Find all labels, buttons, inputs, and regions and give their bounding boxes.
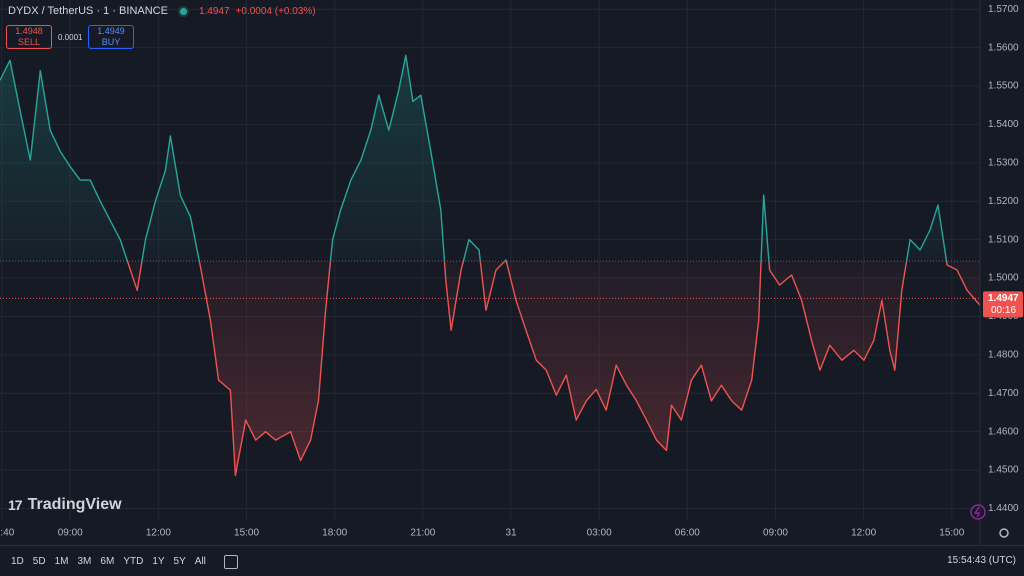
x-tick-label: 21:00 (410, 528, 435, 539)
range-button[interactable]: 5Y (173, 556, 186, 567)
axes: 1.5700 1.5600 1.5500 1.5400 1.5300 1.5200 1.51… (0, 4, 1023, 539)
y-tick-label: 1.5000 (988, 273, 1019, 284)
buy-button[interactable]: 1.4949 BUY (88, 25, 134, 49)
y-tick-label: 1.5400 (988, 119, 1019, 130)
x-tick-label: 09:00 (58, 528, 83, 539)
watermark-text: TradingView (27, 496, 122, 513)
sell-price: 1.4948 (15, 26, 43, 36)
sell-label: SELL (17, 37, 41, 47)
clock: 15:54:43 (UTC) (947, 555, 1016, 566)
spread: 0.0001 (58, 32, 83, 42)
logo-mark: 17 (8, 497, 23, 513)
range-button[interactable]: 3M (77, 556, 92, 567)
symbol-header: DYDX / TetherUS · 1 · BINANCE 1.4947 +0.… (8, 5, 316, 17)
range-button[interactable]: YTD (123, 556, 144, 567)
y-tick-label: 1.4500 (988, 465, 1019, 476)
date-picker[interactable] (223, 554, 238, 569)
last-price-box (983, 291, 1023, 318)
lightning-glyph (973, 506, 980, 518)
plot (0, 54, 981, 477)
settings-icon[interactable] (999, 528, 1009, 538)
range-button[interactable]: 5D (32, 556, 46, 567)
x-tick-label: 18:00 (322, 528, 347, 539)
watermark: 17 TradingView (8, 496, 122, 514)
trade-panel: 1.4948 SELL 0.0001 1.4949 BUY (6, 25, 134, 49)
y-tick-label: 1.5100 (988, 234, 1019, 245)
x-tick-label: 03:00 (587, 528, 612, 539)
y-tick-label: 1.4600 (988, 426, 1019, 437)
x-tick-label: 06:40 (0, 528, 15, 539)
bottom-toolbar: 1D 5D 1M 3M 6M YTD 1Y 5Y All 15:54:43 (UTC) (0, 545, 1024, 576)
range-button[interactable]: 1D (11, 556, 24, 567)
price-line (0, 54, 981, 477)
x-tick-label: 09:00 (763, 528, 788, 539)
chart: 1.5700 1.5600 1.5500 1.5400 1.5300 1.5200 1.51… (0, 0, 1024, 545)
market-status (177, 5, 189, 17)
buy-label: BUY (101, 37, 121, 47)
sell-button[interactable]: 1.4948 SELL (6, 25, 52, 49)
y-tick-label: 1.5700 (988, 4, 1019, 15)
x-tick-label: 12:00 (851, 528, 876, 539)
lightning-icon[interactable] (970, 504, 986, 520)
y-tick-label: 1.4700 (988, 388, 1019, 399)
x-tick-label: 15:00 (234, 528, 259, 539)
range-button[interactable]: 6M (100, 556, 115, 567)
last-price: 1.4947 (198, 5, 230, 17)
countdown: 00:16 (991, 305, 1016, 316)
range-buttons: 1D 5D 1M 3M 6M YTD 1Y 5Y All (11, 556, 206, 567)
buy-price: 1.4949 (97, 26, 125, 36)
y-tick-label: 1.5500 (988, 81, 1019, 92)
y-tick-label: 1.5200 (988, 196, 1019, 207)
x-tick-label: 12:00 (146, 528, 171, 539)
y-tick-label: 1.4400 (988, 503, 1019, 514)
x-tick-label: 06:00 (675, 528, 700, 539)
symbol[interactable]: DYDX / TetherUS · 1 · BINANCE (8, 5, 168, 17)
range-button[interactable]: 1M (54, 556, 69, 567)
baseline-area (0, 55, 980, 476)
range-button[interactable]: 1Y (152, 556, 165, 567)
x-tick-label: 31 (505, 528, 517, 539)
y-tick-label: 1.5300 (988, 157, 1019, 168)
price-change: +0.0004 (+0.03%) (235, 5, 316, 17)
y-tick-label: 1.5600 (988, 42, 1019, 53)
y-tick-label: 1.4800 (988, 350, 1019, 361)
x-tick-label: 15:00 (939, 528, 964, 539)
last-price-label: 1.4947 (988, 293, 1019, 304)
range-button[interactable]: All (194, 556, 206, 567)
